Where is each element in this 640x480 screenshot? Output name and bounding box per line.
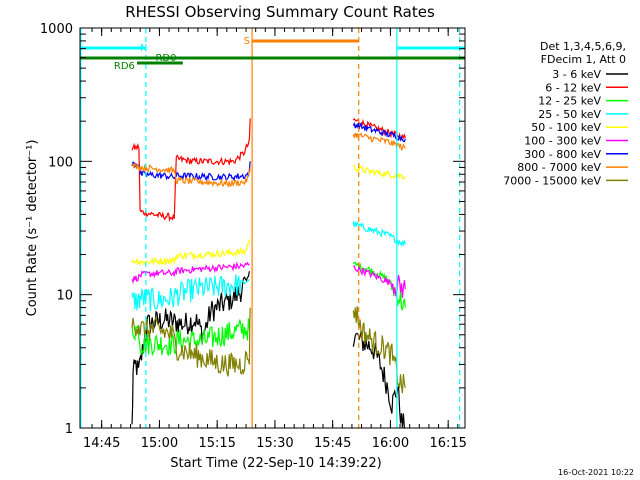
annotation-layer: N S RD0 RD6 <box>80 28 465 428</box>
legend-item-label: 100 - 300 keV <box>524 135 601 148</box>
y-axis: 1 10 100 1000 <box>40 22 465 437</box>
legend-item-label: 6 - 12 keV <box>545 81 601 94</box>
series-line-100-300keV <box>131 261 250 285</box>
x-tick-label: 15:30 <box>256 436 293 451</box>
y-axis-label: Count Rate (s⁻¹ detector⁻¹) <box>25 140 40 317</box>
series-line-7000-15000keV <box>131 307 251 377</box>
plot-frame <box>79 27 466 429</box>
x-tick-label: 15:45 <box>314 436 351 451</box>
mode-label-S: S <box>244 36 250 47</box>
series-layer <box>131 117 406 429</box>
x-axis: 14:45 15:00 15:15 15:30 15:45 16:00 16:15 <box>83 28 467 451</box>
legend-item-label: 3 - 6 keV <box>552 68 601 81</box>
series-line-50-100keV <box>131 239 250 266</box>
legend-item-label: 7000 - 15000 keV <box>503 174 601 187</box>
legend-header-line: Det 1,3,4,5,6,9, <box>540 40 626 53</box>
legend-item-label: 25 - 50 keV <box>538 108 601 121</box>
x-tick-label: 15:00 <box>141 436 178 451</box>
mode-label-N: N <box>140 43 147 54</box>
x-tick-label: 14:45 <box>83 436 120 451</box>
x-tick-label: 15:15 <box>198 436 235 451</box>
y-tick-label: 100 <box>48 155 73 170</box>
chart-title: RHESSI Observing Summary Count Rates <box>125 3 435 21</box>
series-line-50-100keV <box>352 164 406 180</box>
x-tick-label: 16:15 <box>429 436 466 451</box>
series-line-100-300keV <box>352 264 406 298</box>
x-axis-label: Start Time (22-Sep-10 14:39:22) <box>170 456 381 471</box>
mode-label-RD0: RD0 <box>155 53 176 64</box>
series-line-300-800keV <box>131 161 251 183</box>
series-line-300-800keV <box>352 121 406 143</box>
y-tick-label: 1 <box>65 422 73 437</box>
legend-item-label: 12 - 25 keV <box>538 95 601 108</box>
legend-item-label: 300 - 800 keV <box>524 148 601 161</box>
series-line-7000-15000keV <box>352 306 406 394</box>
series-line-25-50keV <box>352 221 406 247</box>
series-line-25-50keV <box>131 274 250 312</box>
timestamp: 16-Oct-2021 10:22 <box>558 468 634 477</box>
series-line-800-7000keV <box>131 162 251 188</box>
series-line-6-12keV <box>352 117 406 141</box>
mode-label-RD6: RD6 <box>114 61 135 72</box>
y-tick-label: 10 <box>56 289 73 304</box>
legend-header-line: FDecim 1, Att 0 <box>541 53 626 66</box>
y-tick-label: 1000 <box>40 22 73 37</box>
legend: Det 1,3,4,5,6,9,FDecim 1, Att 0 3 - 6 keV… <box>503 40 628 187</box>
x-tick-label: 16:00 <box>372 436 409 451</box>
legend-item-label: 50 - 100 keV <box>531 121 601 134</box>
legend-item-label: 800 - 7000 keV <box>517 161 601 174</box>
series-line-6-12keV <box>131 118 251 223</box>
